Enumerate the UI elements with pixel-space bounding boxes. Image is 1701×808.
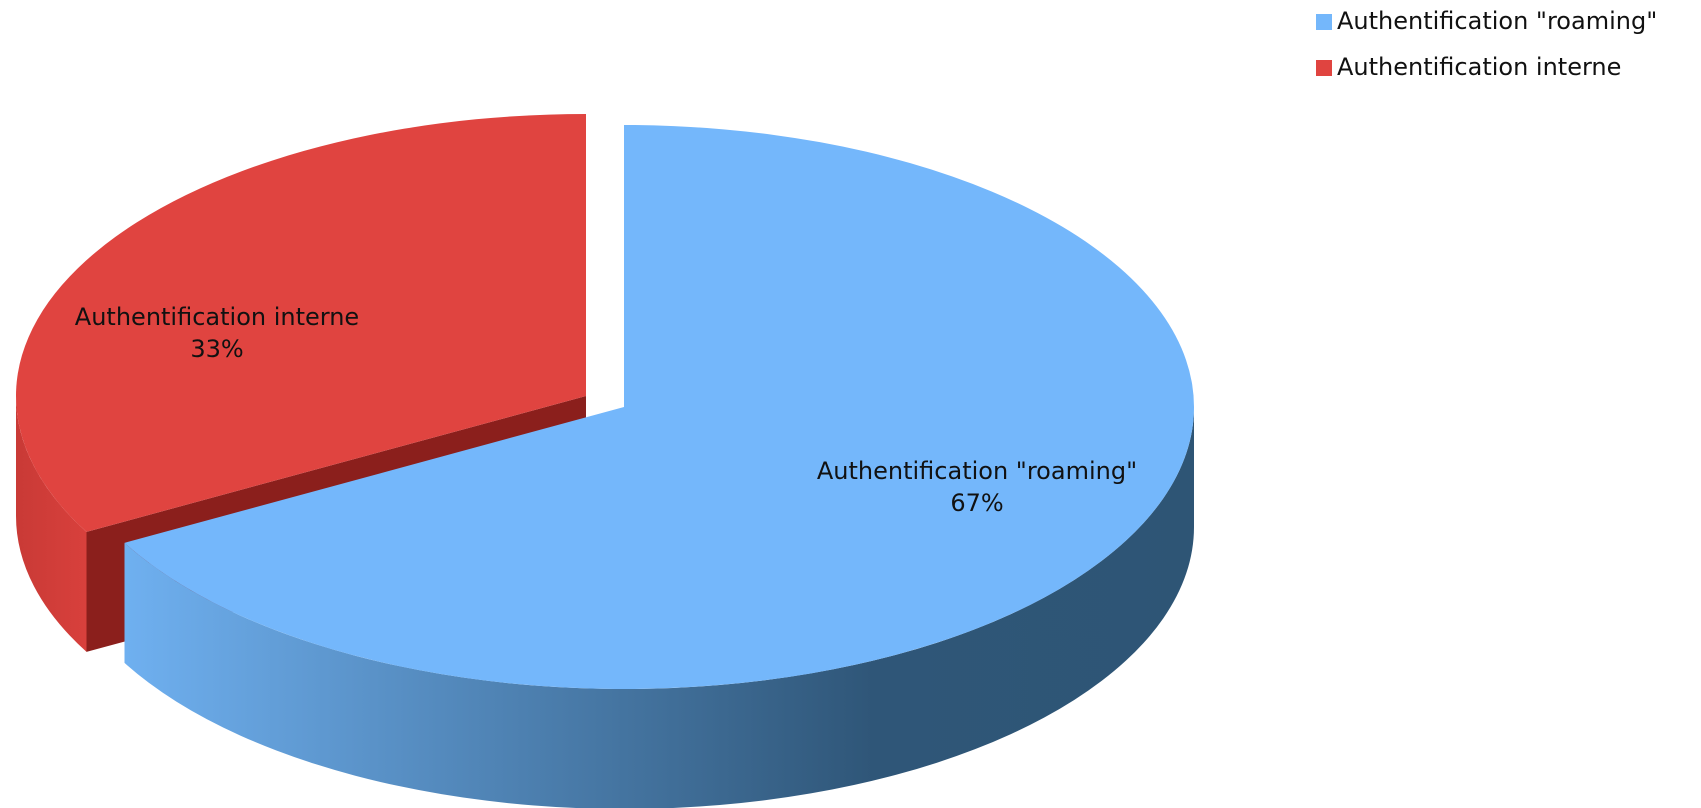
slice [124,125,1194,689]
data-label-value: 67% [950,489,1003,517]
data-label-name: Authentification "roaming" [817,457,1137,485]
pie [15,114,1194,808]
legend-swatch [1316,60,1332,76]
legend-label: Authentification interne [1337,53,1621,81]
data-label-name: Authentification interne [75,303,359,331]
slice-side [16,396,87,652]
legend-swatch [1316,14,1332,30]
slice [15,114,587,532]
legend-label: Authentification "roaming" [1337,7,1657,35]
slice-side [124,407,1194,808]
data-labels: Authentification "roaming" 67% Authentific… [75,303,1137,517]
legend: Authentification "roaming" Authentificati… [1316,7,1657,81]
data-label-value: 33% [190,335,243,363]
